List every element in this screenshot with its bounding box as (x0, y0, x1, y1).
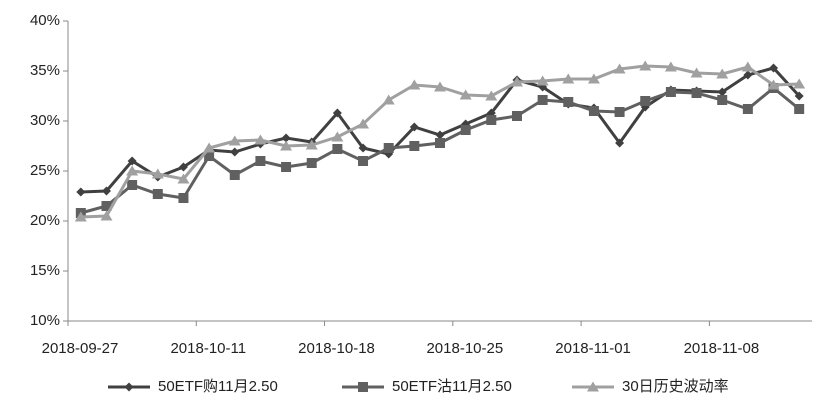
marker (409, 122, 419, 132)
marker (511, 111, 522, 121)
marker (76, 187, 86, 197)
marker (434, 81, 446, 92)
marker (229, 170, 240, 180)
x-tick-label: 2018-09-27 (42, 340, 119, 357)
legend-marker (124, 382, 134, 392)
marker (691, 88, 702, 98)
marker (254, 134, 267, 145)
legend-label: 30日历史波动率 (622, 378, 729, 395)
y-tick-label: 25% (30, 162, 60, 179)
marker (640, 96, 651, 106)
legend-label: 50ETF沽11月2.50 (392, 378, 512, 395)
marker (717, 95, 728, 105)
y-tick-label: 30% (30, 112, 60, 129)
marker (74, 211, 87, 222)
marker (716, 68, 729, 79)
marker (486, 115, 497, 125)
marker (382, 94, 395, 105)
marker (178, 193, 189, 203)
marker (639, 60, 652, 71)
marker (255, 156, 266, 166)
y-tick-label: 40% (30, 12, 60, 29)
marker (459, 89, 472, 100)
marker (510, 76, 523, 87)
marker (793, 78, 806, 89)
marker (101, 201, 112, 211)
marker (664, 61, 677, 72)
legend-marker (587, 381, 599, 392)
y-tick-label: 15% (30, 262, 60, 279)
marker (615, 138, 625, 148)
x-tick-label: 2018-11-08 (684, 340, 760, 357)
marker (358, 143, 368, 153)
marker (228, 135, 241, 146)
marker (178, 162, 188, 172)
marker (563, 97, 574, 107)
marker (767, 79, 780, 90)
marker (281, 133, 291, 143)
marker (331, 131, 344, 142)
marker (742, 104, 753, 114)
marker (741, 61, 754, 72)
y-tick-label: 10% (30, 312, 60, 329)
marker (126, 165, 139, 176)
legend-label: 50ETF购11月2.50 (158, 378, 278, 395)
marker (177, 173, 190, 184)
marker (435, 138, 445, 148)
marker (460, 125, 471, 135)
marker (690, 67, 703, 78)
marker (203, 142, 216, 153)
marker (358, 156, 369, 166)
x-tick-label: 2018-10-18 (298, 340, 375, 357)
marker (101, 186, 111, 196)
marker (409, 141, 420, 151)
marker (769, 63, 779, 73)
marker (100, 210, 113, 221)
marker (588, 106, 599, 116)
y-tick-label: 20% (30, 212, 60, 229)
marker (306, 158, 317, 168)
marker (230, 147, 240, 157)
legend-marker (358, 382, 368, 392)
marker (794, 91, 804, 101)
marker (536, 75, 549, 86)
marker (151, 168, 164, 179)
marker (587, 73, 600, 84)
marker (537, 95, 548, 105)
y-tick-label: 35% (30, 62, 60, 79)
marker (127, 156, 137, 166)
x-tick-label: 2018-10-25 (426, 340, 503, 357)
marker (665, 87, 676, 97)
marker (435, 130, 445, 140)
marker (613, 63, 626, 74)
marker (562, 73, 575, 84)
marker (743, 70, 753, 80)
marker (357, 118, 370, 129)
x-tick-label: 2018-10-11 (170, 340, 246, 357)
marker (717, 87, 727, 97)
marker (485, 90, 498, 101)
marker (281, 162, 292, 172)
marker (383, 143, 394, 153)
marker (127, 180, 138, 190)
marker (280, 140, 293, 151)
marker (408, 79, 421, 90)
marker (614, 107, 625, 117)
marker (204, 151, 215, 161)
x-tick-label: 2018-11-01 (555, 340, 631, 357)
marker (332, 144, 343, 154)
marker (332, 108, 342, 118)
series-line (80, 86, 801, 215)
marker (152, 189, 163, 199)
marker (305, 139, 318, 150)
marker (794, 104, 805, 114)
